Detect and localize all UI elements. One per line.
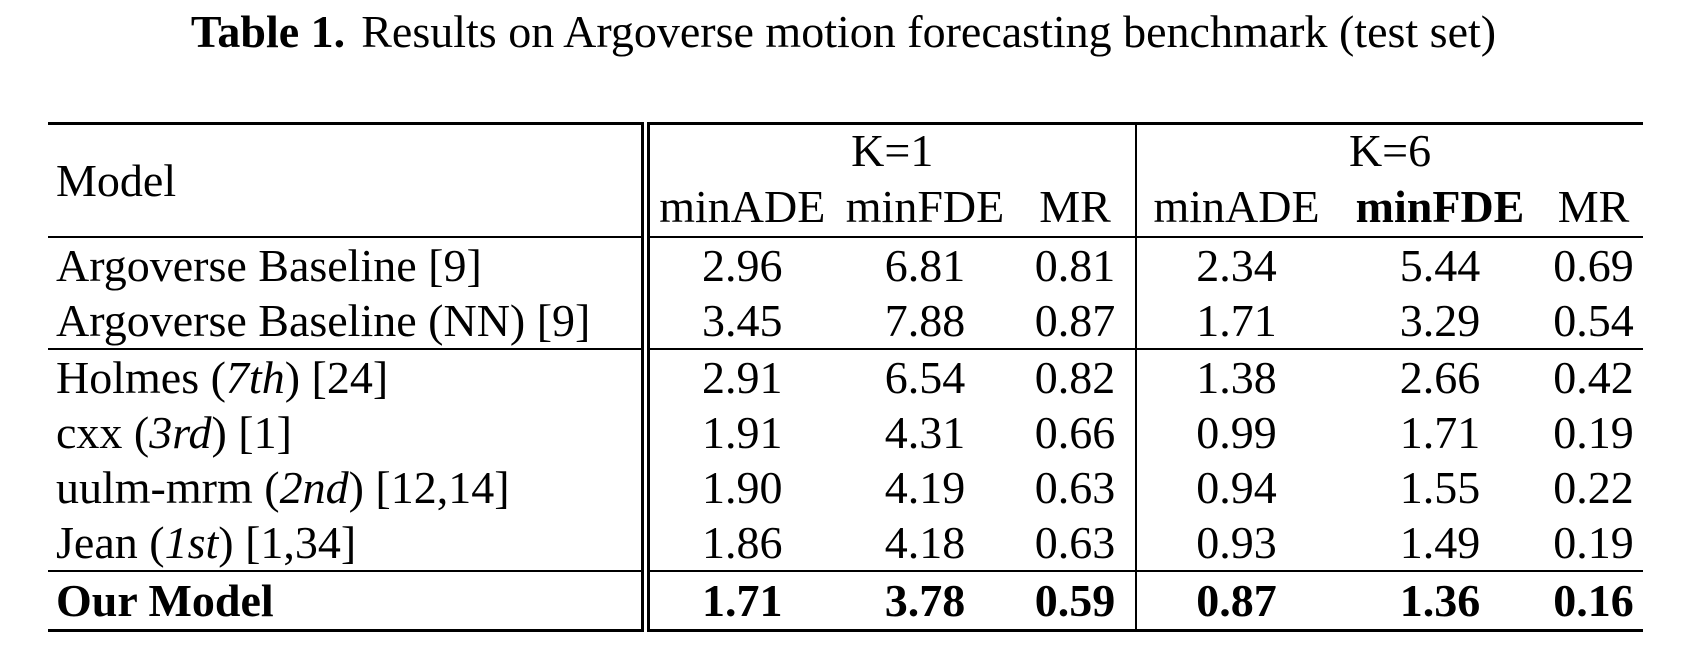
caption-label: Table 1. — [190, 6, 346, 57]
header-k1-mr: MR — [1015, 177, 1138, 238]
header-k1-minfde: minFDE — [835, 177, 1015, 238]
model-name-cell: Holmes (7th) [24] — [48, 349, 650, 405]
model-refs: ) [12,14] — [348, 461, 510, 513]
value-cell: 3.29 — [1336, 293, 1545, 350]
header-group-k6: K=6 — [1348, 125, 1432, 176]
value-cell: 0.87 — [1196, 574, 1277, 626]
value-cell: 0.93 — [1136, 515, 1337, 572]
table-caption: Table 1. Results on Argoverse motion fore… — [0, 4, 1687, 59]
value-cell: 5.44 — [1399, 239, 1481, 291]
value-cell: 0.63 — [1015, 460, 1138, 515]
value-cell: 0.94 — [1196, 461, 1277, 513]
model-name: Our Model — [56, 574, 274, 626]
model-rank: 7th — [225, 351, 285, 403]
table-row-cxx: cxx (3rd) [1] 1.91 4.31 0.66 0.99 1.71 0… — [48, 405, 1643, 460]
model-name: Holmes ( — [56, 351, 226, 403]
value-cell: 0.19 — [1553, 406, 1634, 458]
model-name: Argoverse Baseline [9] — [56, 239, 482, 291]
value-cell: 0.42 — [1553, 351, 1634, 403]
value-cell: 3.78 — [884, 574, 966, 626]
header-k1-minade: minADE — [645, 177, 835, 238]
results-table: Model K=1 K=6 minADE minFDE MR minADE mi… — [48, 122, 1644, 632]
value-cell: 0.59 — [1015, 571, 1138, 631]
value-cell: 0.99 — [1196, 406, 1277, 458]
header-group-row: Model K=1 K=6 — [48, 123, 1643, 238]
table-row-argoverse-baseline-nn: Argoverse Baseline (NN) [9] 3.45 7.88 0.… — [48, 293, 1644, 350]
model-name: uulm-mrm ( — [56, 461, 280, 513]
value-cell: 3.45 — [645, 293, 835, 350]
value-cell: 1.49 — [1336, 515, 1545, 572]
model-name-cell: Argoverse Baseline [9] — [48, 237, 650, 293]
model-rank: 1st — [164, 516, 219, 568]
value-cell: 4.18 — [835, 515, 1015, 572]
model-refs: ) [1] — [211, 406, 292, 458]
model-refs: ) [1,34] — [218, 516, 357, 568]
value-cell: 0.19 — [1544, 515, 1644, 572]
value-cell: 1.86 — [645, 515, 835, 572]
value-cell: 0.22 — [1553, 461, 1634, 513]
value-cell: 1.38 — [1196, 351, 1277, 403]
value-cell: 1.71 — [1136, 293, 1337, 350]
table-row-our-model: Our Model 1.71 3.78 0.59 0.87 1.36 0.16 — [48, 571, 1643, 631]
model-refs: ) [24] — [284, 351, 389, 403]
value-cell: 6.54 — [884, 351, 966, 403]
value-cell: 1.90 — [702, 461, 783, 513]
value-cell: 0.69 — [1553, 239, 1634, 291]
model-name-cell: cxx (3rd) [1] — [48, 405, 650, 460]
model-rank: 3rd — [149, 406, 212, 458]
value-cell: 2.91 — [702, 351, 783, 403]
header-model: Model — [48, 123, 650, 238]
value-cell: 0.81 — [1015, 237, 1138, 293]
model-name-cell: uulm-mrm (2nd) [12,14] — [48, 460, 650, 515]
value-cell: 4.19 — [884, 461, 966, 513]
model-name-cell: Our Model — [48, 571, 650, 631]
value-cell: 2.66 — [1399, 351, 1481, 403]
value-cell: 1.36 — [1399, 574, 1481, 626]
model-name-cell: Jean (1st) [1,34] — [48, 515, 650, 572]
model-name: Jean ( — [56, 516, 165, 568]
value-cell: 0.82 — [1015, 349, 1138, 405]
table-row-holmes: Holmes (7th) [24] 2.91 6.54 0.82 1.38 2.… — [48, 349, 1643, 405]
caption-text: Results on Argoverse motion forecasting … — [361, 6, 1497, 57]
table-row-uulm-mrm: uulm-mrm (2nd) [12,14] 1.90 4.19 0.63 0.… — [48, 460, 1643, 515]
value-cell: 6.81 — [884, 239, 966, 291]
value-cell: 0.63 — [1015, 515, 1138, 572]
value-cell: 0.87 — [1015, 293, 1138, 350]
value-cell: 4.31 — [884, 406, 966, 458]
value-cell: 0.16 — [1553, 574, 1634, 626]
value-cell: 0.54 — [1544, 293, 1644, 350]
value-cell: 1.55 — [1399, 461, 1481, 513]
header-metric-row: minADE minFDE MR minADE minFDE MR — [48, 177, 1644, 238]
value-cell: 1.91 — [702, 406, 783, 458]
value-cell: 2.34 — [1196, 239, 1277, 291]
table-row-argoverse-baseline: Argoverse Baseline [9] 2.96 6.81 0.81 2.… — [48, 237, 1643, 293]
value-cell: 1.71 — [1399, 406, 1481, 458]
model-name-cell: Argoverse Baseline (NN) [9] — [48, 293, 650, 350]
header-group-k1: K=1 — [645, 123, 1138, 177]
value-cell: 1.71 — [702, 574, 783, 626]
header-k6-minfde: minFDE — [1336, 177, 1545, 238]
model-name: cxx ( — [56, 406, 150, 458]
header-k6-minade: minADE — [1136, 177, 1337, 238]
value-cell: 2.96 — [702, 239, 783, 291]
model-name: Argoverse Baseline (NN) [9] — [56, 294, 591, 346]
model-rank: 2nd — [279, 461, 349, 513]
header-k6-mr: MR — [1544, 177, 1644, 238]
value-cell: 7.88 — [835, 293, 1015, 350]
value-cell: 0.66 — [1015, 405, 1138, 460]
table-row-jean: Jean (1st) [1,34] 1.86 4.18 0.63 0.93 1.… — [48, 515, 1644, 572]
